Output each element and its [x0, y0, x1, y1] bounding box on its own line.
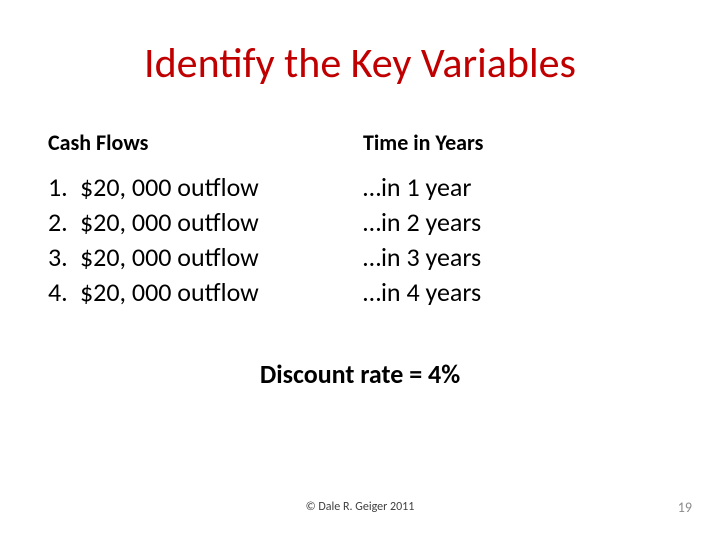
content-area: Cash Flows 1. $20, 000 outflow 2. $20, 0…	[0, 89, 720, 310]
time-heading: Time in Years	[363, 129, 672, 156]
list-item: 4. $20, 000 outflow	[48, 275, 363, 310]
time-column: Time in Years …in 1 year …in 2 years …in…	[363, 129, 672, 310]
list-item: …in 2 years	[363, 205, 672, 240]
list-item: 2. $20, 000 outflow	[48, 205, 363, 240]
item-flow: $20, 000 outflow	[80, 240, 259, 275]
cash-flows-list: 1. $20, 000 outflow 2. $20, 000 outflow …	[48, 170, 363, 310]
item-flow: $20, 000 outflow	[80, 205, 259, 240]
list-item: 1. $20, 000 outflow	[48, 170, 363, 205]
item-flow: $20, 000 outflow	[80, 275, 259, 310]
list-item: 3. $20, 000 outflow	[48, 240, 363, 275]
time-list: …in 1 year …in 2 years …in 3 years …in 4…	[363, 170, 672, 310]
slide-title: Identify the Key Variables	[0, 0, 720, 89]
item-flow: $20, 000 outflow	[80, 170, 259, 205]
item-number: 3.	[48, 240, 80, 275]
item-number: 1.	[48, 170, 80, 205]
copyright-text: © Dale R. Geiger 2011	[0, 500, 720, 514]
discount-rate-label: Discount rate = 4%	[0, 358, 720, 390]
cash-flows-column: Cash Flows 1. $20, 000 outflow 2. $20, 0…	[48, 129, 363, 310]
cash-flows-heading: Cash Flows	[48, 129, 363, 156]
list-item: …in 4 years	[363, 275, 672, 310]
item-number: 4.	[48, 275, 80, 310]
page-number: 19	[678, 499, 692, 516]
item-number: 2.	[48, 205, 80, 240]
list-item: …in 3 years	[363, 240, 672, 275]
list-item: …in 1 year	[363, 170, 672, 205]
